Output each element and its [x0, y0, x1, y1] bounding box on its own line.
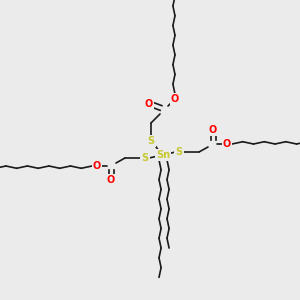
- Text: O: O: [223, 139, 231, 149]
- Text: O: O: [145, 99, 153, 109]
- Text: O: O: [209, 125, 217, 135]
- Text: S: S: [147, 136, 155, 146]
- Text: Sn: Sn: [156, 150, 170, 160]
- Text: O: O: [93, 161, 101, 171]
- Text: O: O: [107, 175, 115, 185]
- Text: S: S: [141, 153, 148, 163]
- Text: S: S: [176, 147, 183, 157]
- Text: O: O: [171, 94, 179, 104]
